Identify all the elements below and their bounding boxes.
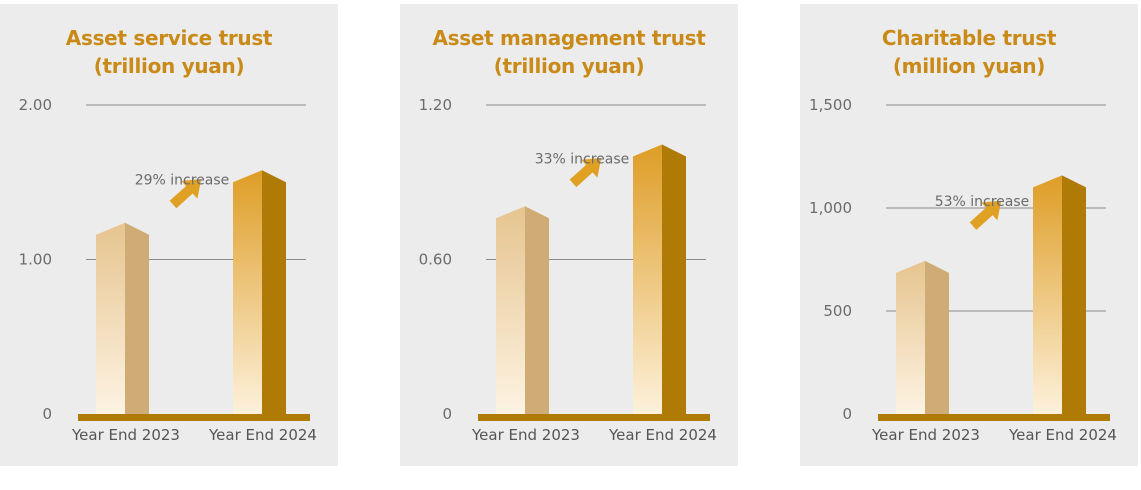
y-tick-label: 1,500 xyxy=(809,96,852,114)
bar-front xyxy=(896,260,925,414)
y-tick-label: 2.00 xyxy=(19,96,52,114)
y-tick-label: 1.20 xyxy=(419,96,452,114)
baseline xyxy=(878,414,1110,421)
chart-title-line: Asset management trust xyxy=(432,26,706,50)
bar xyxy=(633,144,686,414)
increase-arrow-icon xyxy=(169,179,202,209)
bar-front xyxy=(496,206,525,414)
chart-svg: 0 500 1,000 1,500 Year End 2023 Year End 2024… xyxy=(809,96,1117,444)
chart-panel-asset-management: Asset management trust (trillion yuan) 0… xyxy=(400,4,738,466)
bar-side xyxy=(125,222,149,414)
bar xyxy=(233,170,286,414)
chart-subtitle: (million yuan) xyxy=(892,54,1046,78)
chart-title: Charitable trust (million yuan) xyxy=(800,24,1138,80)
x-category-label: Year End 2024 xyxy=(1008,426,1117,444)
x-category-label: Year End 2023 xyxy=(871,426,980,444)
increase-arrow-icon xyxy=(569,157,602,188)
x-category-label: Year End 2023 xyxy=(471,426,580,444)
bar-side xyxy=(262,170,286,414)
y-tick-label: 0.60 xyxy=(419,251,452,269)
bar-side xyxy=(1062,175,1086,414)
bar-front xyxy=(633,144,662,414)
y-tick-label: 500 xyxy=(823,302,852,320)
increase-annotation: 53% increase xyxy=(935,194,1030,210)
chart-panel-charitable: Charitable trust (million yuan) 0 500 1,00… xyxy=(800,4,1138,466)
baseline xyxy=(78,414,310,421)
bar-front xyxy=(1033,175,1062,414)
chart-svg: 0 1.00 2.00 Year End 2023 Year End 2024 29% i… xyxy=(19,96,317,444)
y-tick-label: 0 xyxy=(442,405,452,423)
x-category-label: Year End 2024 xyxy=(208,426,317,444)
bar-front xyxy=(96,222,125,414)
bar-front xyxy=(233,170,262,414)
x-category-label: Year End 2024 xyxy=(608,426,717,444)
bar xyxy=(1033,175,1086,414)
x-category-label: Year End 2023 xyxy=(71,426,180,444)
increase-annotation: 33% increase xyxy=(535,151,630,167)
chart-svg: 0 0.60 1.20 Year End 2023 Year End 2024 33% i… xyxy=(419,96,717,444)
chart-subtitle: (trillion yuan) xyxy=(93,54,245,78)
increase-annotation: 29% increase xyxy=(135,173,230,189)
y-tick-label: 1.00 xyxy=(19,251,52,269)
chart-title: Asset management trust (trillion yuan) xyxy=(400,24,738,80)
bar-side xyxy=(662,144,686,414)
chart-title: Asset service trust (trillion yuan) xyxy=(0,24,338,80)
baseline xyxy=(478,414,710,421)
increase-arrow-icon xyxy=(969,200,1002,230)
bar-side xyxy=(525,206,549,414)
chart-panel-asset-service: Asset service trust (trillion yuan) 0 1.0… xyxy=(0,4,338,466)
bar xyxy=(496,206,549,414)
y-tick-label: 0 xyxy=(42,405,52,423)
bar-side xyxy=(925,260,949,414)
chart-title-line: Charitable trust xyxy=(881,26,1057,50)
bar xyxy=(896,260,949,414)
chart-subtitle: (trillion yuan) xyxy=(493,54,645,78)
chart-title-line: Asset service trust xyxy=(65,26,273,50)
y-tick-label: 1,000 xyxy=(809,199,852,217)
bar xyxy=(96,222,149,414)
y-tick-label: 0 xyxy=(842,405,852,423)
